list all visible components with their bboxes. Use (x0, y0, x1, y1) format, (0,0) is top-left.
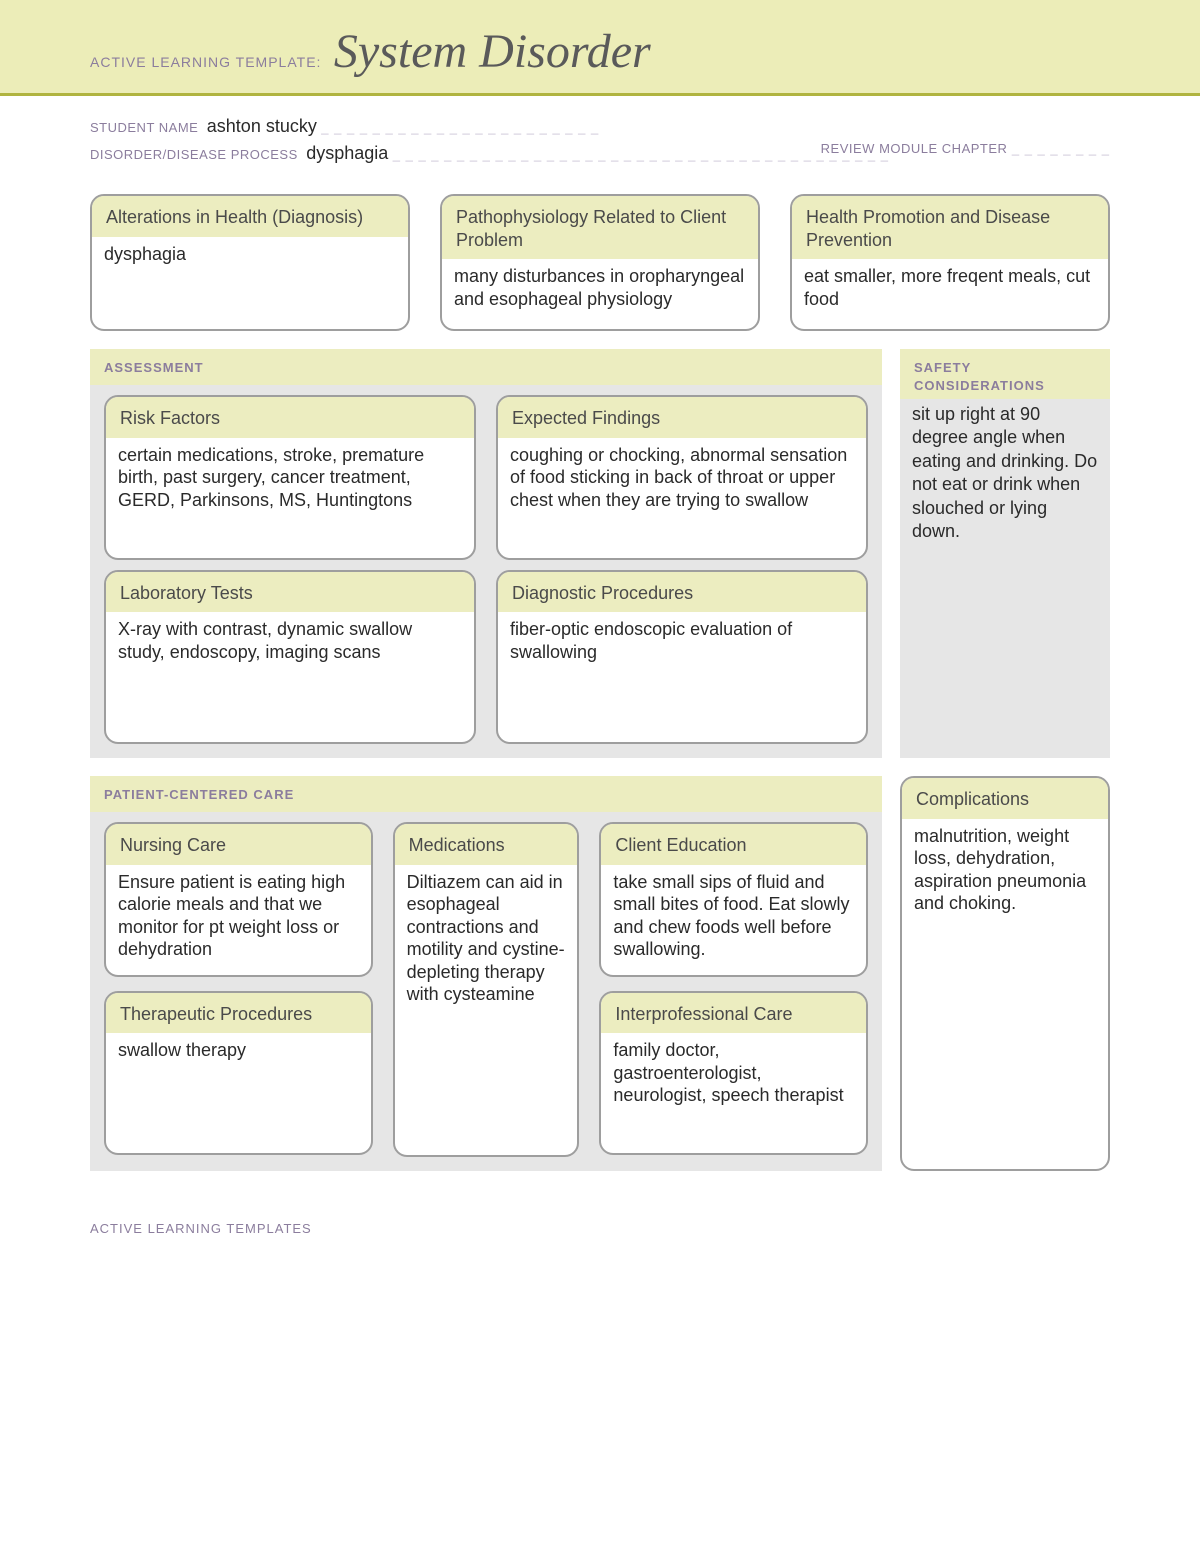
labs-box: Laboratory Tests X-ray with contrast, dy… (104, 570, 476, 745)
page-content: STUDENT NAME ashton stucky _ _ _ _ _ _ _… (0, 96, 1200, 1296)
patho-body: many disturbances in oropharyngeal and e… (442, 259, 758, 329)
meds-title: Medications (395, 824, 578, 865)
meds-body: Diltiazem can aid in esophageal contract… (395, 865, 578, 1155)
care-col3: Client Education take small sips of flui… (599, 822, 868, 1155)
assessment-panel: ASSESSMENT Risk Factors certain medicati… (90, 349, 882, 758)
meds-box: Medications Diltiazem can aid in esophag… (393, 822, 580, 1157)
alterations-box: Alterations in Health (Diagnosis) dyspha… (90, 194, 410, 331)
inter-title: Interprofessional Care (601, 993, 866, 1034)
patho-box: Pathophysiology Related to Client Proble… (440, 194, 760, 331)
diag-title: Diagnostic Procedures (498, 572, 866, 613)
nursing-body: Ensure patient is eating high calorie me… (106, 865, 371, 975)
labs-title: Laboratory Tests (106, 572, 474, 613)
findings-box: Expected Findings coughing or chocking, … (496, 395, 868, 560)
therapeutic-body: swallow therapy (106, 1033, 371, 1153)
safety-col: SAFETY CONSIDERATIONS sit up right at 90… (900, 349, 1110, 758)
care-grid: Nursing Care Ensure patient is eating hi… (90, 812, 882, 1157)
safety-label: SAFETY CONSIDERATIONS (914, 360, 1045, 393)
care-band: PATIENT-CENTERED CARE (90, 776, 882, 812)
findings-body: coughing or chocking, abnormal sensation… (498, 438, 866, 558)
risk-title: Risk Factors (106, 397, 474, 438)
complications-col: Complications malnutrition, weight loss,… (900, 776, 1110, 1171)
disorder-line: _ _ _ _ _ _ _ _ _ _ _ _ _ _ _ _ _ _ _ _ … (393, 147, 889, 162)
care-label: PATIENT-CENTERED CARE (104, 787, 294, 802)
student-name-line: _ _ _ _ _ _ _ _ _ _ _ _ _ _ _ _ _ _ _ _ … (321, 120, 599, 135)
edu-title: Client Education (601, 824, 866, 865)
diag-body: fiber-optic endoscopic evaluation of swa… (498, 612, 866, 742)
care-col1: Nursing Care Ensure patient is eating hi… (104, 822, 373, 1155)
nursing-box: Nursing Care Ensure patient is eating hi… (104, 822, 373, 977)
risk-box: Risk Factors certain medications, stroke… (104, 395, 476, 560)
complications-title: Complications (902, 778, 1108, 819)
top-boxes-row: Alterations in Health (Diagnosis) dyspha… (90, 194, 1110, 331)
promotion-title: Health Promotion and Disease Prevention (792, 196, 1108, 259)
safety-band: SAFETY CONSIDERATIONS (900, 349, 1110, 399)
disorder-row: DISORDER/DISEASE PROCESS dysphagia _ _ _… (90, 143, 1110, 164)
assessment-label: ASSESSMENT (104, 360, 204, 375)
disorder-value: dysphagia (306, 143, 388, 163)
student-name-label: STUDENT NAME (90, 120, 198, 135)
edu-box: Client Education take small sips of flui… (599, 822, 868, 977)
footer-label: ACTIVE LEARNING TEMPLATES (90, 1221, 1110, 1236)
diag-box: Diagnostic Procedures fiber-optic endosc… (496, 570, 868, 745)
assessment-row1: Risk Factors certain medications, stroke… (90, 385, 882, 560)
care-col2: Medications Diltiazem can aid in esophag… (393, 822, 580, 1157)
inter-box: Interprofessional Care family doctor, ga… (599, 991, 868, 1156)
patho-title: Pathophysiology Related to Client Proble… (442, 196, 758, 259)
alterations-title: Alterations in Health (Diagnosis) (92, 196, 408, 237)
assessment-row: ASSESSMENT Risk Factors certain medicati… (90, 349, 1110, 758)
inter-body: family doctor, gastroenterologist, neuro… (601, 1033, 866, 1153)
safety-panel: SAFETY CONSIDERATIONS sit up right at 90… (900, 349, 1110, 758)
template-title: System Disorder (334, 24, 651, 79)
complications-body: malnutrition, weight loss, dehydration, … (902, 819, 1108, 1149)
disorder-label: DISORDER/DISEASE PROCESS (90, 147, 298, 162)
assessment-band: ASSESSMENT (90, 349, 882, 385)
complications-box: Complications malnutrition, weight loss,… (900, 776, 1110, 1171)
review-line: _ _ _ _ _ _ _ _ (1012, 141, 1110, 156)
promotion-body: eat smaller, more freqent meals, cut foo… (792, 259, 1108, 329)
therapeutic-title: Therapeutic Procedures (106, 993, 371, 1034)
care-panel-wrap: PATIENT-CENTERED CARE Nursing Care Ensur… (90, 776, 882, 1171)
labs-body: X-ray with contrast, dynamic swallow stu… (106, 612, 474, 742)
care-panel: PATIENT-CENTERED CARE Nursing Care Ensur… (90, 776, 882, 1171)
edu-body: take small sips of fluid and small bites… (601, 865, 866, 975)
risk-body: certain medications, stroke, premature b… (106, 438, 474, 558)
therapeutic-box: Therapeutic Procedures swallow therapy (104, 991, 373, 1156)
nursing-title: Nursing Care (106, 824, 371, 865)
header-band: ACTIVE LEARNING TEMPLATE: System Disorde… (0, 0, 1200, 96)
alterations-body: dysphagia (92, 237, 408, 307)
promotion-box: Health Promotion and Disease Prevention … (790, 194, 1110, 331)
student-name-value: ashton stucky (207, 116, 317, 136)
student-name-row: STUDENT NAME ashton stucky _ _ _ _ _ _ _… (90, 116, 1110, 137)
care-row: PATIENT-CENTERED CARE Nursing Care Ensur… (90, 776, 1110, 1171)
assessment-row2: Laboratory Tests X-ray with contrast, dy… (90, 560, 882, 745)
findings-title: Expected Findings (498, 397, 866, 438)
safety-body: sit up right at 90 degree angle when eat… (900, 399, 1110, 557)
assessment-panel-wrap: ASSESSMENT Risk Factors certain medicati… (90, 349, 882, 758)
template-prefix: ACTIVE LEARNING TEMPLATE: (90, 54, 321, 70)
